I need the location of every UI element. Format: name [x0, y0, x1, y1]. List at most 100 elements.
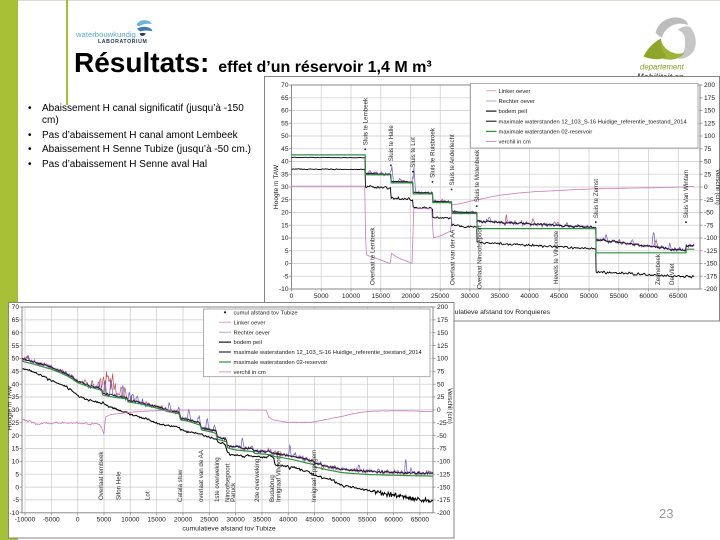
svg-text:Budabrug: Budabrug — [269, 475, 276, 502]
svg-text:Sluis te Anderlecht: Sluis te Anderlecht — [449, 134, 456, 186]
svg-text:Sifon Hele: Sifon Hele — [116, 471, 123, 500]
svg-text:Sluis te Zemst: Sluis te Zemst — [593, 179, 600, 218]
svg-text:Rechter oever: Rechter oever — [499, 99, 535, 105]
svg-text:-75: -75 — [704, 222, 714, 229]
svg-text:Catala stuw: Catala stuw — [177, 469, 184, 502]
svg-text:Mobiliteit en: Mobiliteit en — [637, 73, 684, 78]
svg-text:Innigraaf Eppegem: Innigraaf Eppegem — [311, 450, 318, 502]
svg-text:Sluis te Halle: Sluis te Halle — [388, 125, 395, 162]
svg-text:Linker oever: Linker oever — [234, 320, 266, 326]
svg-text:40000: 40000 — [520, 293, 539, 300]
svg-text:25: 25 — [12, 420, 20, 427]
svg-text:Sluis te Lot: Sluis te Lot — [410, 137, 417, 168]
svg-text:125: 125 — [704, 121, 715, 128]
svg-text:-100: -100 — [704, 235, 718, 242]
svg-text:60000: 60000 — [639, 293, 658, 300]
svg-text:20000: 20000 — [401, 293, 420, 300]
svg-text:25: 25 — [704, 172, 712, 179]
svg-text:Overlaat te Lembeek: Overlaat te Lembeek — [370, 227, 377, 285]
svg-text:100: 100 — [704, 133, 715, 140]
svg-text:-175: -175 — [437, 497, 451, 504]
svg-text:200: 200 — [704, 82, 715, 89]
svg-text:50: 50 — [281, 133, 289, 140]
svg-text:-200: -200 — [437, 510, 451, 517]
svg-text:20000: 20000 — [174, 517, 193, 524]
svg-text:100: 100 — [437, 356, 448, 363]
svg-text:0: 0 — [76, 517, 80, 524]
svg-text:45: 45 — [12, 369, 20, 376]
svg-text:-150: -150 — [704, 261, 718, 268]
svg-text:65000: 65000 — [669, 293, 688, 300]
svg-text:15000: 15000 — [372, 293, 391, 300]
svg-text:175: 175 — [704, 95, 715, 102]
svg-text:20: 20 — [281, 210, 289, 217]
svg-text:LABORATORIUM: LABORATORIUM — [98, 39, 147, 45]
svg-text:25000: 25000 — [431, 293, 450, 300]
svg-text:Innigraaf Vilvoorde: Innigraaf Vilvoorde — [276, 450, 283, 502]
svg-text:25000: 25000 — [200, 517, 219, 524]
svg-text:0: 0 — [437, 407, 441, 414]
svg-text:cumul afstand tov Tubize: cumul afstand tov Tubize — [234, 310, 298, 316]
svg-text:-150: -150 — [437, 484, 451, 491]
svg-text:-125: -125 — [704, 248, 718, 255]
svg-text:35000: 35000 — [253, 517, 272, 524]
svg-text:45000: 45000 — [550, 293, 569, 300]
svg-text:10: 10 — [281, 235, 289, 242]
svg-text:30000: 30000 — [461, 293, 480, 300]
svg-text:60: 60 — [12, 330, 20, 337]
svg-text:15: 15 — [12, 446, 20, 453]
svg-text:verchil in cm: verchil in cm — [234, 370, 266, 376]
svg-text:5000: 5000 — [314, 293, 329, 300]
svg-text:Sluis te Ruisbroek: Sluis te Ruisbroek — [430, 127, 437, 178]
svg-text:30: 30 — [281, 184, 289, 191]
svg-text:50000: 50000 — [332, 517, 351, 524]
svg-text:40000: 40000 — [279, 517, 298, 524]
svg-text:70: 70 — [281, 82, 289, 89]
svg-text:maximale waterstanden 02-reser: maximale waterstanden 02-reservoir — [499, 130, 593, 136]
svg-text:150: 150 — [704, 108, 715, 115]
svg-text:Overlaat Ninoofsepoort: Overlaat Ninoofsepoort — [477, 225, 484, 289]
svg-text:-10: -10 — [279, 286, 289, 293]
svg-text:55: 55 — [281, 121, 289, 128]
svg-text:maximale waterstanden 12_103_S: maximale waterstanden 12_103_S-16 Huidig… — [499, 119, 688, 125]
svg-text:departement: departement — [640, 63, 685, 72]
svg-text:60: 60 — [281, 108, 289, 115]
svg-text:Hoogte m TAW: Hoogte m TAW — [8, 385, 14, 430]
svg-text:Zennebeek: Zennebeek — [655, 253, 662, 285]
svg-text:0: 0 — [704, 184, 708, 191]
svg-text:40: 40 — [12, 381, 20, 388]
svg-text:0: 0 — [290, 293, 294, 300]
svg-text:-75: -75 — [437, 446, 447, 453]
svg-text:-50: -50 — [437, 433, 447, 440]
svg-text:75: 75 — [437, 369, 445, 376]
svg-text:cumulatieve afstand tov Tubiz: cumulatieve afstand tov Tubize — [182, 526, 276, 533]
svg-text:5000: 5000 — [97, 517, 112, 524]
svg-text:25: 25 — [281, 197, 289, 204]
svg-text:De Vliet: De Vliet — [669, 263, 676, 285]
svg-text:35: 35 — [12, 394, 20, 401]
svg-text:15000: 15000 — [148, 517, 167, 524]
svg-text:35: 35 — [281, 172, 289, 179]
svg-text:0: 0 — [15, 484, 19, 491]
svg-text:10000: 10000 — [342, 293, 361, 300]
svg-text:cumulatieve afstand tov Ronqu: cumulatieve afstand tov Ronquieres — [442, 309, 551, 316]
svg-text:-5: -5 — [13, 497, 19, 504]
svg-text:Overlaat lembeek: Overlaat lembeek — [98, 451, 105, 500]
svg-text:65: 65 — [12, 317, 20, 324]
svg-text:50000: 50000 — [580, 293, 599, 300]
svg-text:5: 5 — [285, 248, 289, 255]
svg-text:55: 55 — [12, 343, 20, 350]
svg-text:1ste overweking: 1ste overweking — [214, 457, 221, 502]
svg-text:-5: -5 — [283, 273, 289, 280]
svg-text:Sluis te Lembeek: Sluis te Lembeek — [362, 97, 369, 145]
svg-text:-25: -25 — [437, 420, 447, 427]
svg-text:maximale waterstanden 12_103_S: maximale waterstanden 12_103_S-16 Huidig… — [234, 350, 423, 356]
svg-text:25: 25 — [437, 394, 445, 401]
svg-text:65000: 65000 — [411, 517, 430, 524]
svg-text:bodem peil: bodem peil — [234, 340, 262, 346]
svg-text:Linker oever: Linker oever — [499, 89, 531, 95]
svg-text:-175: -175 — [704, 273, 718, 280]
svg-text:60000: 60000 — [384, 517, 403, 524]
svg-text:200: 200 — [437, 304, 448, 311]
svg-text:30000: 30000 — [226, 517, 245, 524]
